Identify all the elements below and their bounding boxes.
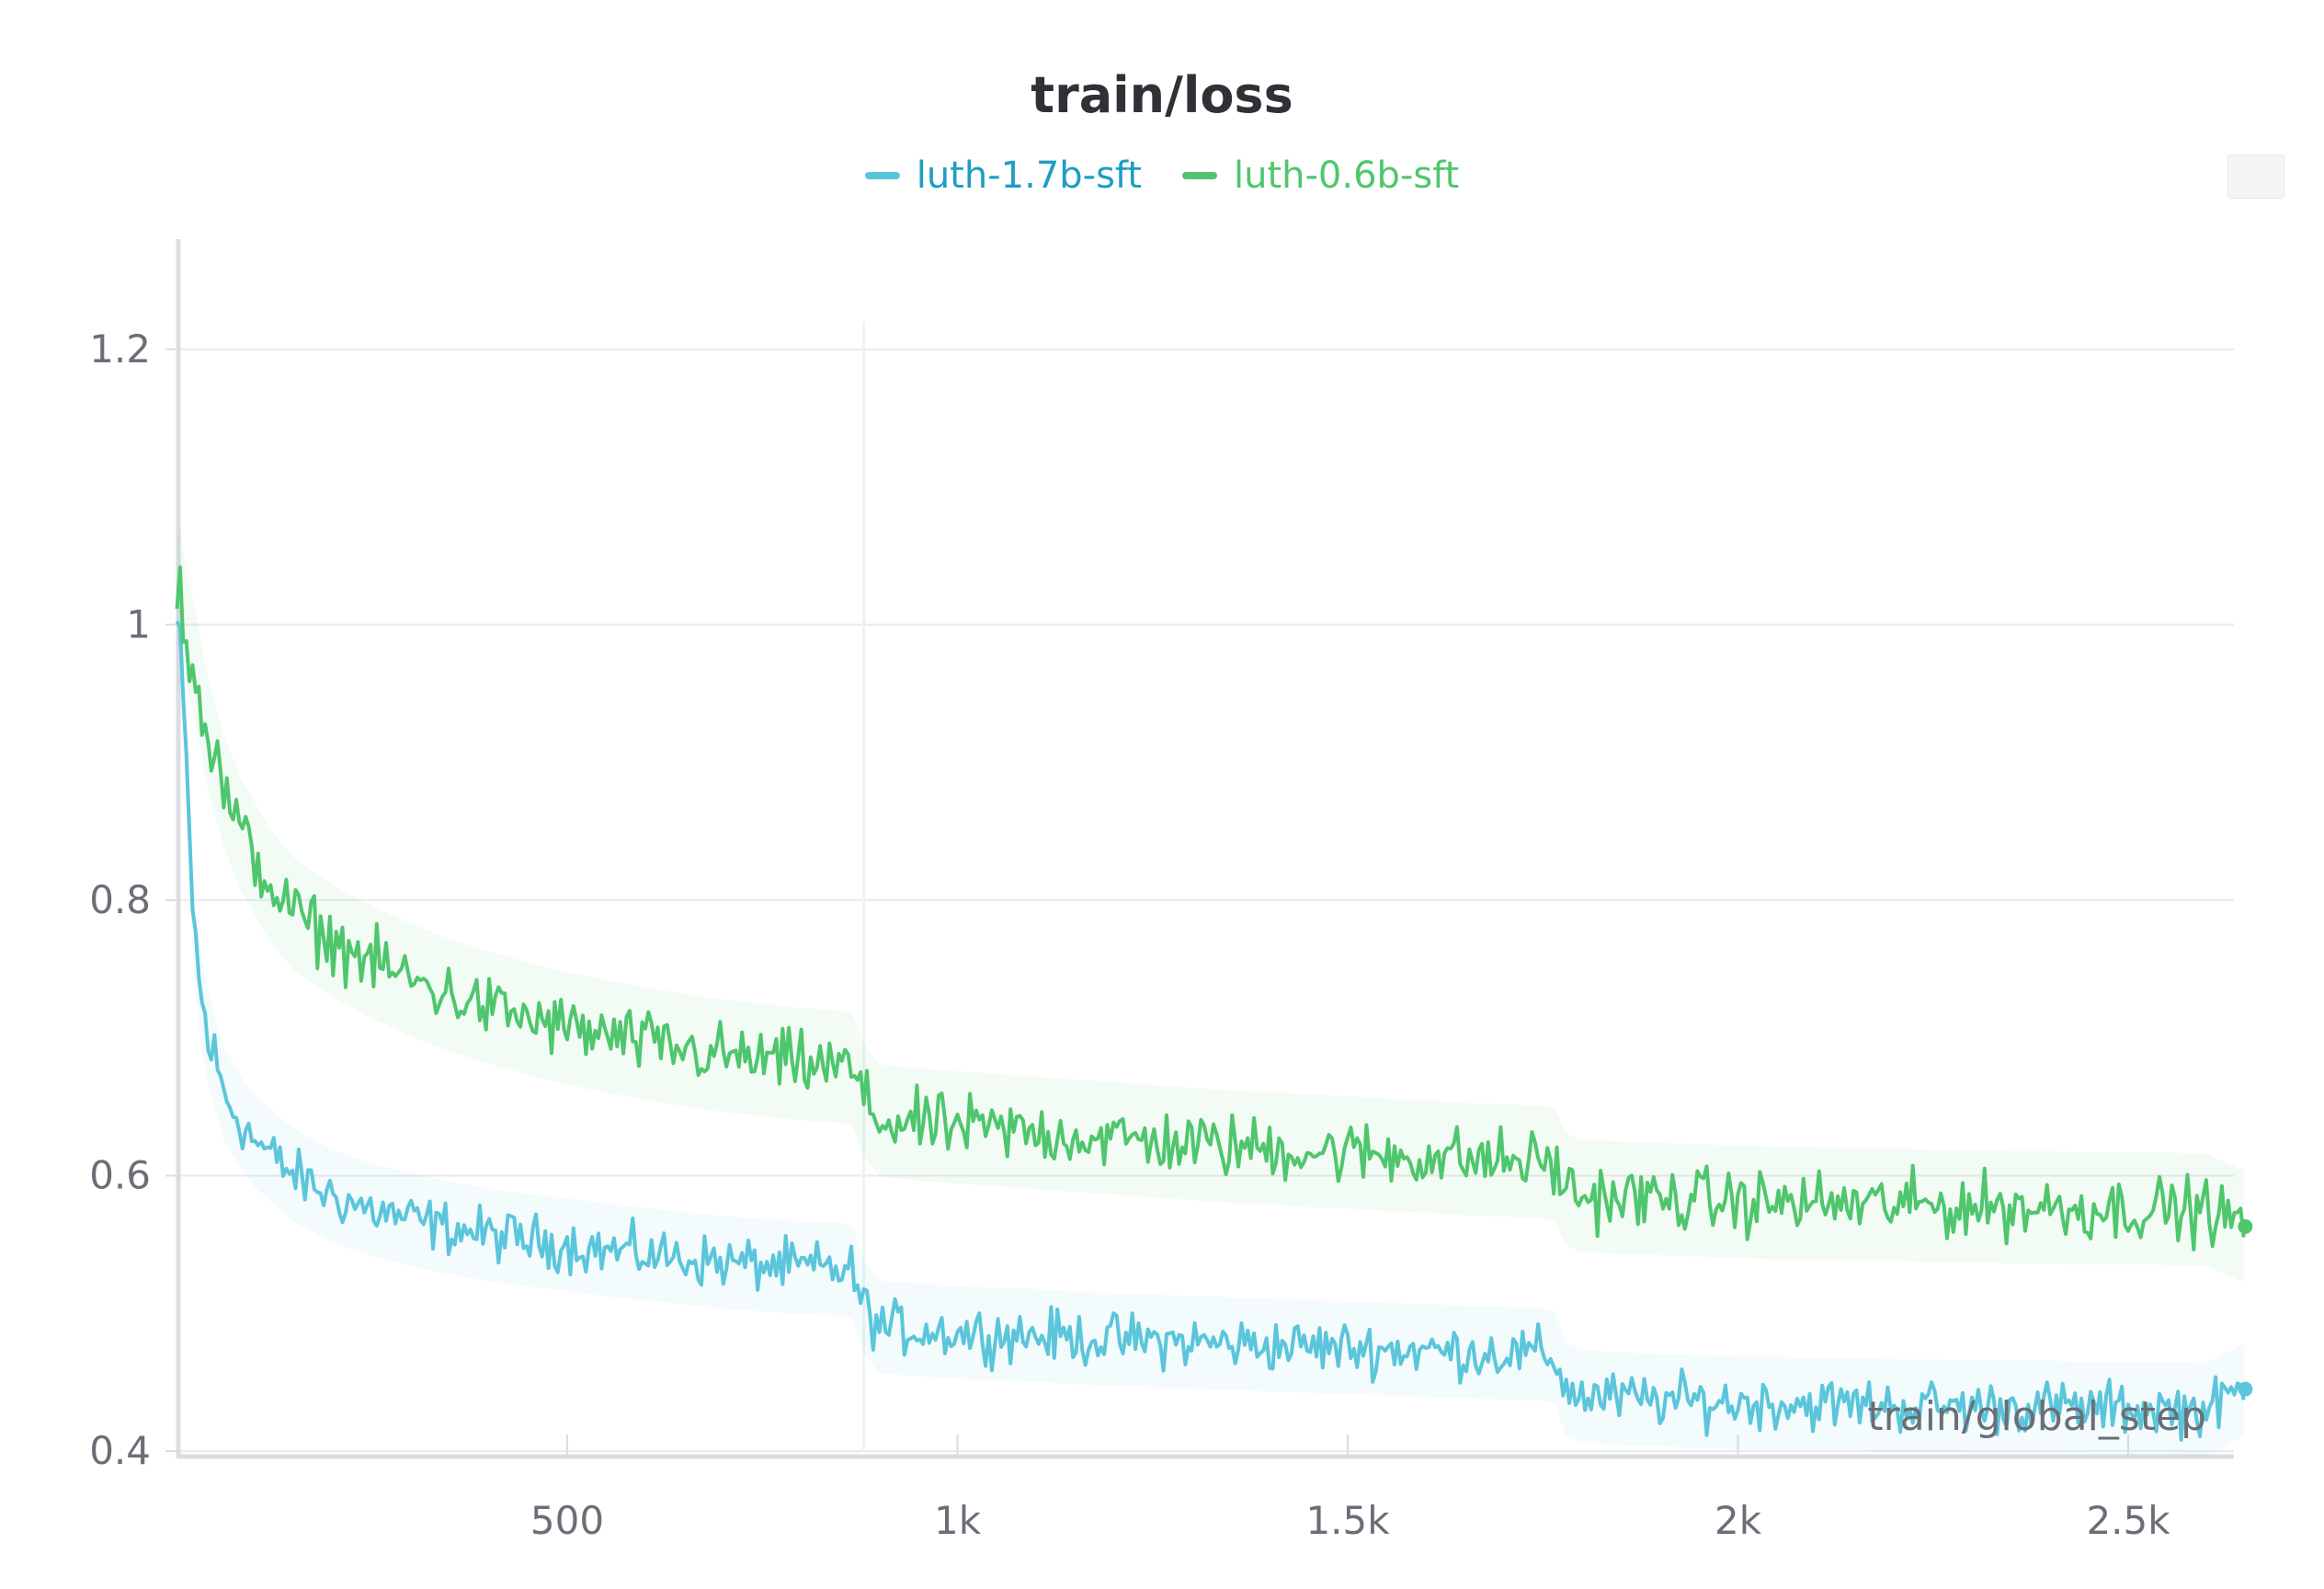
series-band-luth-0-6b-sft <box>177 530 2244 1283</box>
x-tick-label: 2k <box>1715 1498 1762 1543</box>
series-band-luth-1-7b-sft <box>177 578 2244 1457</box>
series-line-luth-0-6b-sft[interactable] <box>175 565 2246 1252</box>
y-tick-label: 1.2 <box>89 326 151 372</box>
x-tick-label: 1.5k <box>1305 1498 1390 1543</box>
series-end-point-luth-1-7b-sft <box>2238 1381 2253 1397</box>
x-axis-title: train/global_step <box>1867 1393 2206 1440</box>
x-tick-label: 2.5k <box>2086 1498 2170 1543</box>
y-tick-labels: 0.4 0.6 0.8 1 1.2 <box>89 326 151 1473</box>
legend-label-luth-0-6b-sft: luth-0.6b-sft <box>1234 154 1460 197</box>
legend-label-luth-1-7b-sft: luth-1.7b-sft <box>916 154 1142 197</box>
y-tick-label: 0.8 <box>89 877 151 922</box>
series-lines <box>175 530 2253 1457</box>
axes <box>165 239 2234 1459</box>
legend-item-luth-0-6b-sft[interactable]: luth-0.6b-sft <box>1182 154 1459 197</box>
panel-settings-box[interactable] <box>2227 154 2284 199</box>
y-tick-label: 0.6 <box>89 1152 151 1197</box>
grid-lines <box>178 322 2234 1452</box>
legend-swatch-luth-1-7b-sft <box>864 172 900 179</box>
series-line-luth-1-7b-sft[interactable] <box>175 620 2246 1442</box>
legend-item-luth-1-7b-sft[interactable]: luth-1.7b-sft <box>864 154 1142 197</box>
x-tick-labels: 500 1k 1.5k 2k 2.5k <box>530 1498 2170 1543</box>
legend-swatch-luth-0-6b-sft <box>1182 172 1217 179</box>
chart-title: train/loss <box>1031 66 1293 124</box>
y-tick-label: 1 <box>126 601 151 646</box>
series-end-point-luth-0-6b-sft <box>2238 1218 2253 1234</box>
legend: luth-1.7b-sft luth-0.6b-sft <box>0 154 2324 197</box>
x-tick-label: 500 <box>530 1498 604 1543</box>
x-tick-label: 1k <box>934 1498 982 1543</box>
y-tick-label: 0.4 <box>89 1428 151 1473</box>
